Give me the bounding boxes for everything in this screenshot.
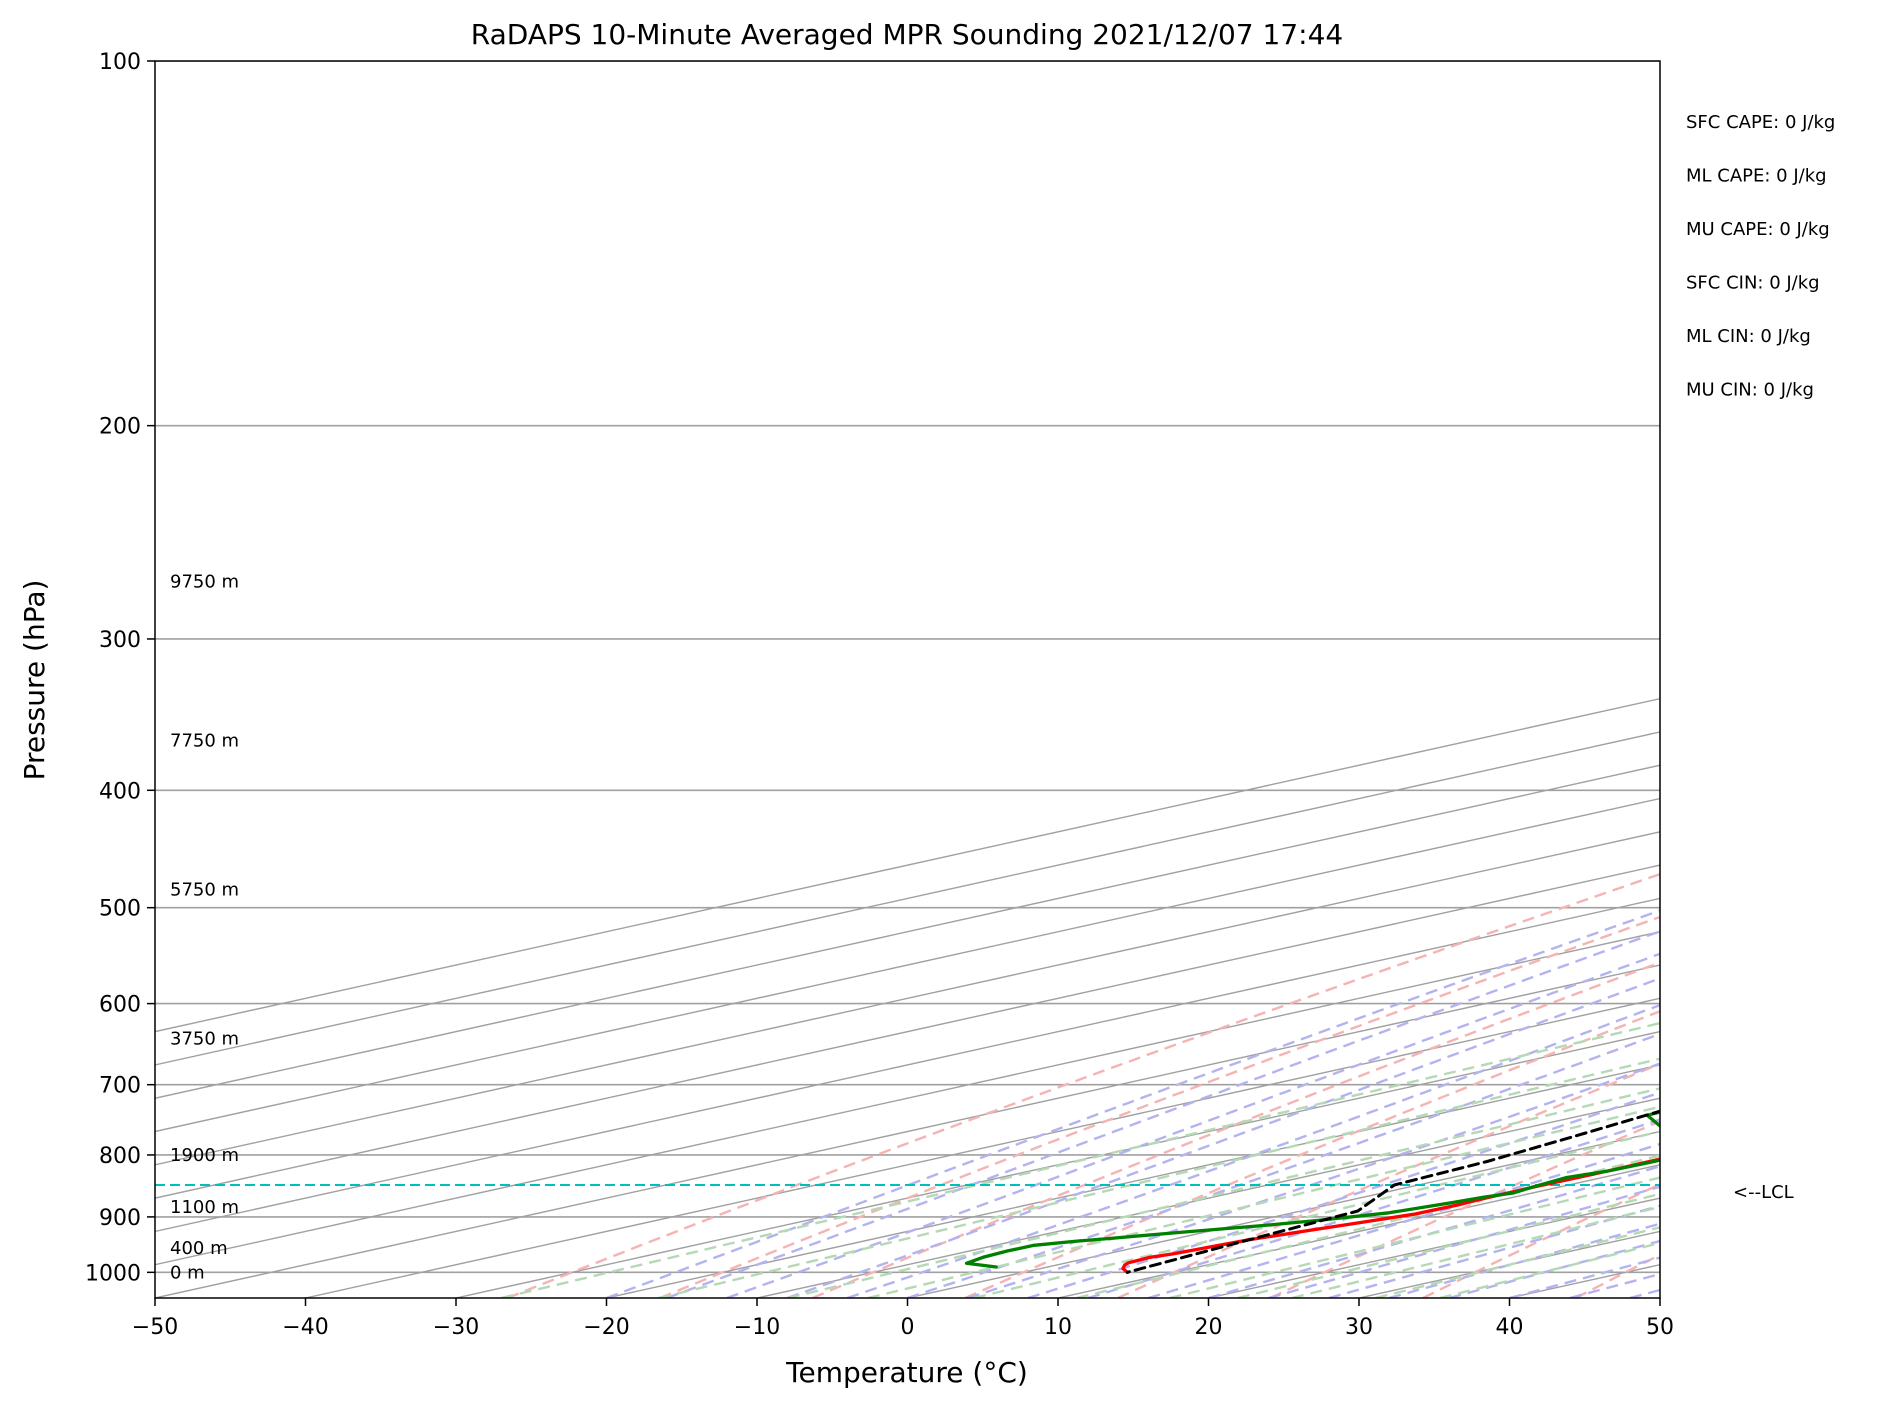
isotherm-line: [155, 764, 1660, 1099]
background-lines: [155, 61, 1660, 1298]
isobar-gridlines: [155, 61, 1660, 1274]
y-tick-label: 1000: [85, 1261, 141, 1286]
x-tick-label: 0: [901, 1315, 915, 1340]
isotherm-line: [455, 1030, 1660, 1298]
moist-adiabat-line: [726, 952, 1660, 1298]
y-tick-label: 800: [99, 1144, 141, 1169]
x-tick-label: 30: [1345, 1315, 1373, 1340]
x-tick-label: −10: [734, 1315, 780, 1340]
stat-annotation: SFC CIN: 0 J/kg: [1686, 273, 1820, 294]
chart-title: RaDAPS 10-Minute Averaged MPR Sounding 2…: [471, 18, 1343, 51]
mixing-ratio-line: [1375, 1226, 1660, 1298]
height-label: 9750 m: [170, 572, 239, 593]
isotherm-line: [155, 964, 1660, 1298]
moist-adiabat-line: [1208, 1165, 1660, 1298]
mixing-ratio-line: [1291, 1205, 1660, 1298]
x-tick-label: −20: [583, 1315, 629, 1340]
dry-adiabat-line: [506, 872, 1660, 1298]
height-label: 7750 m: [170, 731, 239, 752]
moist-adiabat-line: [666, 930, 1660, 1298]
dewpoint-line: [964, 1110, 1660, 1269]
height-labels: 9750 m 7750 m 5750 m 3750 m 1900 m 1100 m 400 …: [170, 572, 239, 1284]
temperature-line: [1121, 1157, 1660, 1274]
lcl-label: <--LCL: [1733, 1182, 1794, 1203]
stats-annotations: SFC CAPE: 0 J/kg ML CAPE: 0 J/kg MU CAPE: …: [1686, 112, 1835, 401]
isotherm-line: [606, 1064, 1660, 1298]
x-axis-ticks: −50 −40 −30 −20 −10 0 10 20 30 40 50: [132, 1298, 1674, 1340]
isotherm-line: [155, 931, 1660, 1266]
y-tick-label: 100: [99, 50, 141, 75]
stat-annotation: ML CAPE: 0 J/kg: [1686, 166, 1827, 187]
moist-adiabat-lines: [606, 909, 1660, 1298]
mixing-ratio-line: [1439, 1241, 1660, 1298]
y-axis-ticks: 100 200 300 400 500 600 700 800 900 1000: [85, 50, 155, 1286]
x-tick-label: 10: [1044, 1315, 1072, 1340]
moist-adiabat-line: [786, 977, 1660, 1298]
y-tick-label: 500: [99, 897, 141, 922]
mixing-ratio-lines: [500, 1021, 1660, 1298]
height-label: 0 m: [170, 1262, 205, 1283]
y-tick-label: 600: [99, 993, 141, 1018]
isotherm-line: [155, 864, 1660, 1199]
x-tick-label: 20: [1195, 1315, 1223, 1340]
x-tick-label: −40: [282, 1315, 328, 1340]
dry-adiabat-line: [812, 961, 1660, 1298]
dry-adiabat-line: [1422, 1182, 1660, 1298]
stat-annotation: ML CIN: 0 J/kg: [1686, 326, 1811, 347]
height-label: 1900 m: [170, 1145, 239, 1166]
sounding-series: [964, 1109, 1660, 1274]
stat-annotation: MU CIN: 0 J/kg: [1686, 380, 1814, 401]
mixing-ratio-line: [867, 1105, 1660, 1298]
dry-adiabat-line: [1117, 1062, 1660, 1298]
mixing-ratio-line: [973, 1130, 1660, 1298]
moist-adiabat-line: [967, 1062, 1660, 1298]
y-tick-label: 900: [99, 1206, 141, 1231]
height-label: 5750 m: [170, 879, 239, 900]
moist-adiabat-line: [907, 1032, 1660, 1298]
y-tick-label: 200: [99, 415, 141, 440]
mixing-ratio-line: [1076, 1154, 1660, 1298]
x-tick-label: 40: [1496, 1315, 1524, 1340]
y-tick-label: 400: [99, 779, 141, 804]
y-tick-label: 300: [99, 628, 141, 653]
height-label: 3750 m: [170, 1028, 239, 1049]
mixing-ratio-line: [1169, 1176, 1660, 1298]
stat-annotation: SFC CAPE: 0 J/kg: [1686, 112, 1835, 133]
height-label: 1100 m: [170, 1197, 239, 1218]
dry-adiabat-line: [659, 915, 1660, 1298]
moist-adiabat-line: [1268, 1185, 1660, 1298]
isotherm-line: [305, 997, 1660, 1298]
x-tick-label: 50: [1646, 1315, 1674, 1340]
x-tick-label: −50: [132, 1315, 178, 1340]
height-label: 400 m: [170, 1238, 228, 1259]
isotherm-lines: [155, 697, 1660, 1298]
mixing-ratio-line: [1237, 1192, 1660, 1298]
moist-adiabat-line: [1087, 1118, 1660, 1298]
parcel-path-line: [1125, 1109, 1660, 1274]
y-tick-label: 700: [99, 1074, 141, 1099]
x-axis-label: Temperature (°C): [785, 1356, 1028, 1389]
mixing-ratio-line: [787, 1087, 1660, 1298]
isotherm-line: [155, 831, 1660, 1166]
y-axis-label: Pressure (hPa): [18, 580, 51, 781]
x-tick-label: −30: [433, 1315, 479, 1340]
isotherm-line: [155, 897, 1660, 1233]
stat-annotation: MU CAPE: 0 J/kg: [1686, 219, 1830, 240]
isotherm-line: [155, 797, 1660, 1133]
